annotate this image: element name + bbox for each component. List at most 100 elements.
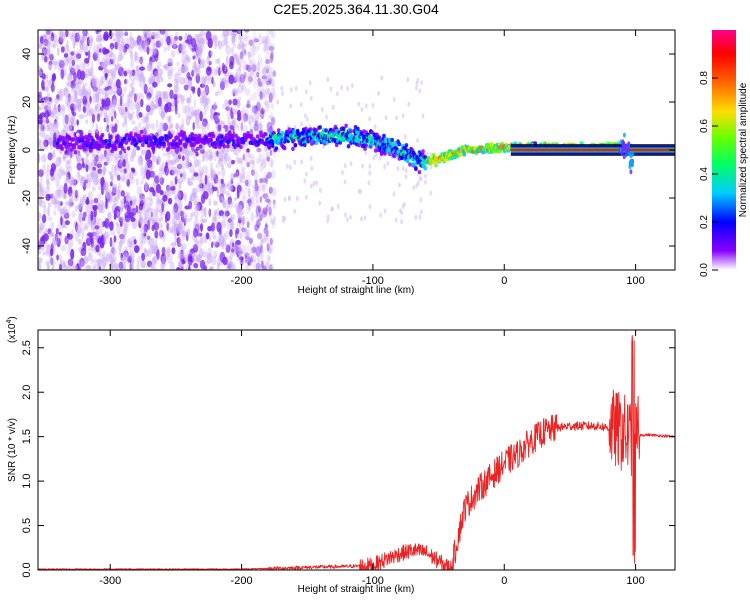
heatmap-cell	[71, 210, 76, 218]
heatmap-cell	[43, 233, 49, 242]
heatmap-cell	[629, 159, 633, 165]
heatmap-cell	[219, 78, 225, 84]
heatmap-cell	[55, 106, 62, 117]
heatmap-cell	[194, 116, 200, 126]
heatmap-cell	[109, 237, 113, 248]
heatmap-cell	[163, 91, 169, 100]
heatmap-cell	[156, 74, 163, 83]
heatmap-cell	[63, 44, 70, 53]
heatmap-cell	[305, 171, 308, 177]
heatmap-cell	[263, 207, 267, 213]
heatmap-cell	[216, 135, 221, 141]
heatmap-cell	[78, 202, 82, 211]
heatmap-cell	[260, 177, 266, 183]
heatmap-cell	[39, 180, 43, 191]
heatmap-cell	[224, 210, 230, 217]
heatmap-cell	[215, 91, 219, 97]
heatmap-cell	[175, 81, 180, 87]
heatmap-cell	[195, 117, 200, 124]
heatmap-cell	[50, 175, 55, 181]
heatmap-cell	[120, 234, 126, 245]
heatmap-cell	[117, 63, 123, 72]
heatmap-cell	[269, 76, 275, 87]
heatmap-cell	[263, 101, 268, 106]
heatmap-cell	[250, 64, 255, 70]
heatmap-cell	[233, 243, 239, 253]
colorbar-tick-label: 0.8	[699, 71, 710, 85]
heatmap-cell	[179, 209, 185, 217]
heatmap-cell	[230, 221, 235, 230]
heatmap-cell	[96, 93, 100, 104]
heatmap-cell	[138, 80, 144, 88]
heatmap-cell	[41, 190, 47, 196]
heatmap-cell	[122, 202, 127, 210]
heatmap-cell	[216, 257, 221, 268]
heatmap-cell	[175, 169, 179, 180]
heatmap-cell	[238, 210, 245, 216]
heatmap-cell	[44, 40, 51, 46]
heatmap-cell	[198, 182, 202, 190]
heatmap-cell	[219, 235, 225, 246]
heatmap-cell	[98, 250, 101, 256]
heatmap-cell	[255, 199, 259, 204]
heatmap-cell	[208, 182, 214, 187]
heatmap-cell	[182, 212, 188, 220]
heatmap-cell	[320, 106, 324, 113]
heatmap-cell	[264, 35, 271, 45]
heatmap-cell	[268, 248, 273, 254]
heatmap-cell	[70, 122, 73, 131]
heatmap-cell	[310, 183, 313, 189]
heatmap-cell	[315, 180, 319, 186]
heatmap-cell	[162, 122, 168, 132]
heatmap-cell	[44, 260, 51, 266]
heatmap-cell	[178, 260, 183, 269]
heatmap-cell	[174, 195, 178, 200]
heatmap-cell	[200, 223, 203, 232]
heatmap-cell	[147, 219, 151, 231]
heatmap-cell	[232, 98, 238, 106]
heatmap-cell	[108, 198, 113, 204]
heatmap-cell	[104, 128, 110, 132]
heatmap-cell	[251, 195, 255, 206]
heatmap-cell	[133, 245, 140, 254]
heatmap-cell	[225, 106, 230, 111]
heatmap-cell	[209, 138, 214, 143]
heatmap-cell	[368, 116, 371, 122]
heatmap-cell	[43, 134, 50, 141]
heatmap-cell	[103, 237, 108, 245]
heatmap-cell	[270, 219, 275, 225]
heatmap-cell	[76, 80, 81, 85]
heatmap-cell	[82, 211, 87, 218]
heatmap-cell	[52, 123, 59, 133]
heatmap-cell	[210, 108, 213, 114]
heatmap-cell	[225, 55, 229, 66]
heatmap-cell	[181, 118, 184, 128]
heatmap-cell	[57, 222, 62, 231]
heatmap-cell	[267, 114, 272, 120]
heatmap-cell	[124, 106, 128, 113]
heatmap-cell	[214, 58, 219, 64]
snr-scale-exponent: 4	[6, 320, 13, 324]
heatmap-cell	[155, 40, 162, 48]
snr-xlabel: Height of straight line (km)	[298, 584, 415, 595]
heatmap-cell	[258, 35, 264, 45]
heatmap-cell	[237, 43, 241, 50]
heatmap-cell	[94, 49, 101, 57]
heatmap-cell	[265, 152, 271, 163]
heatmap-cell	[240, 197, 247, 205]
heatmap-cell	[59, 259, 63, 264]
heatmap-cell	[622, 154, 626, 160]
heatmap-cell	[143, 217, 148, 225]
heatmap-cell	[184, 49, 188, 56]
heatmap-cell	[198, 173, 203, 184]
heatmap-cell	[159, 37, 164, 48]
heatmap-cell	[157, 144, 162, 149]
heatmap-cell	[164, 103, 169, 113]
heatmap-cell	[230, 221, 234, 231]
heatmap-cell	[241, 84, 247, 92]
heatmap-cell	[269, 264, 273, 270]
heatmap-cell	[179, 76, 186, 85]
heatmap-cell	[363, 146, 367, 151]
heatmap-cell	[240, 257, 244, 263]
heatmap-cell	[171, 215, 178, 225]
